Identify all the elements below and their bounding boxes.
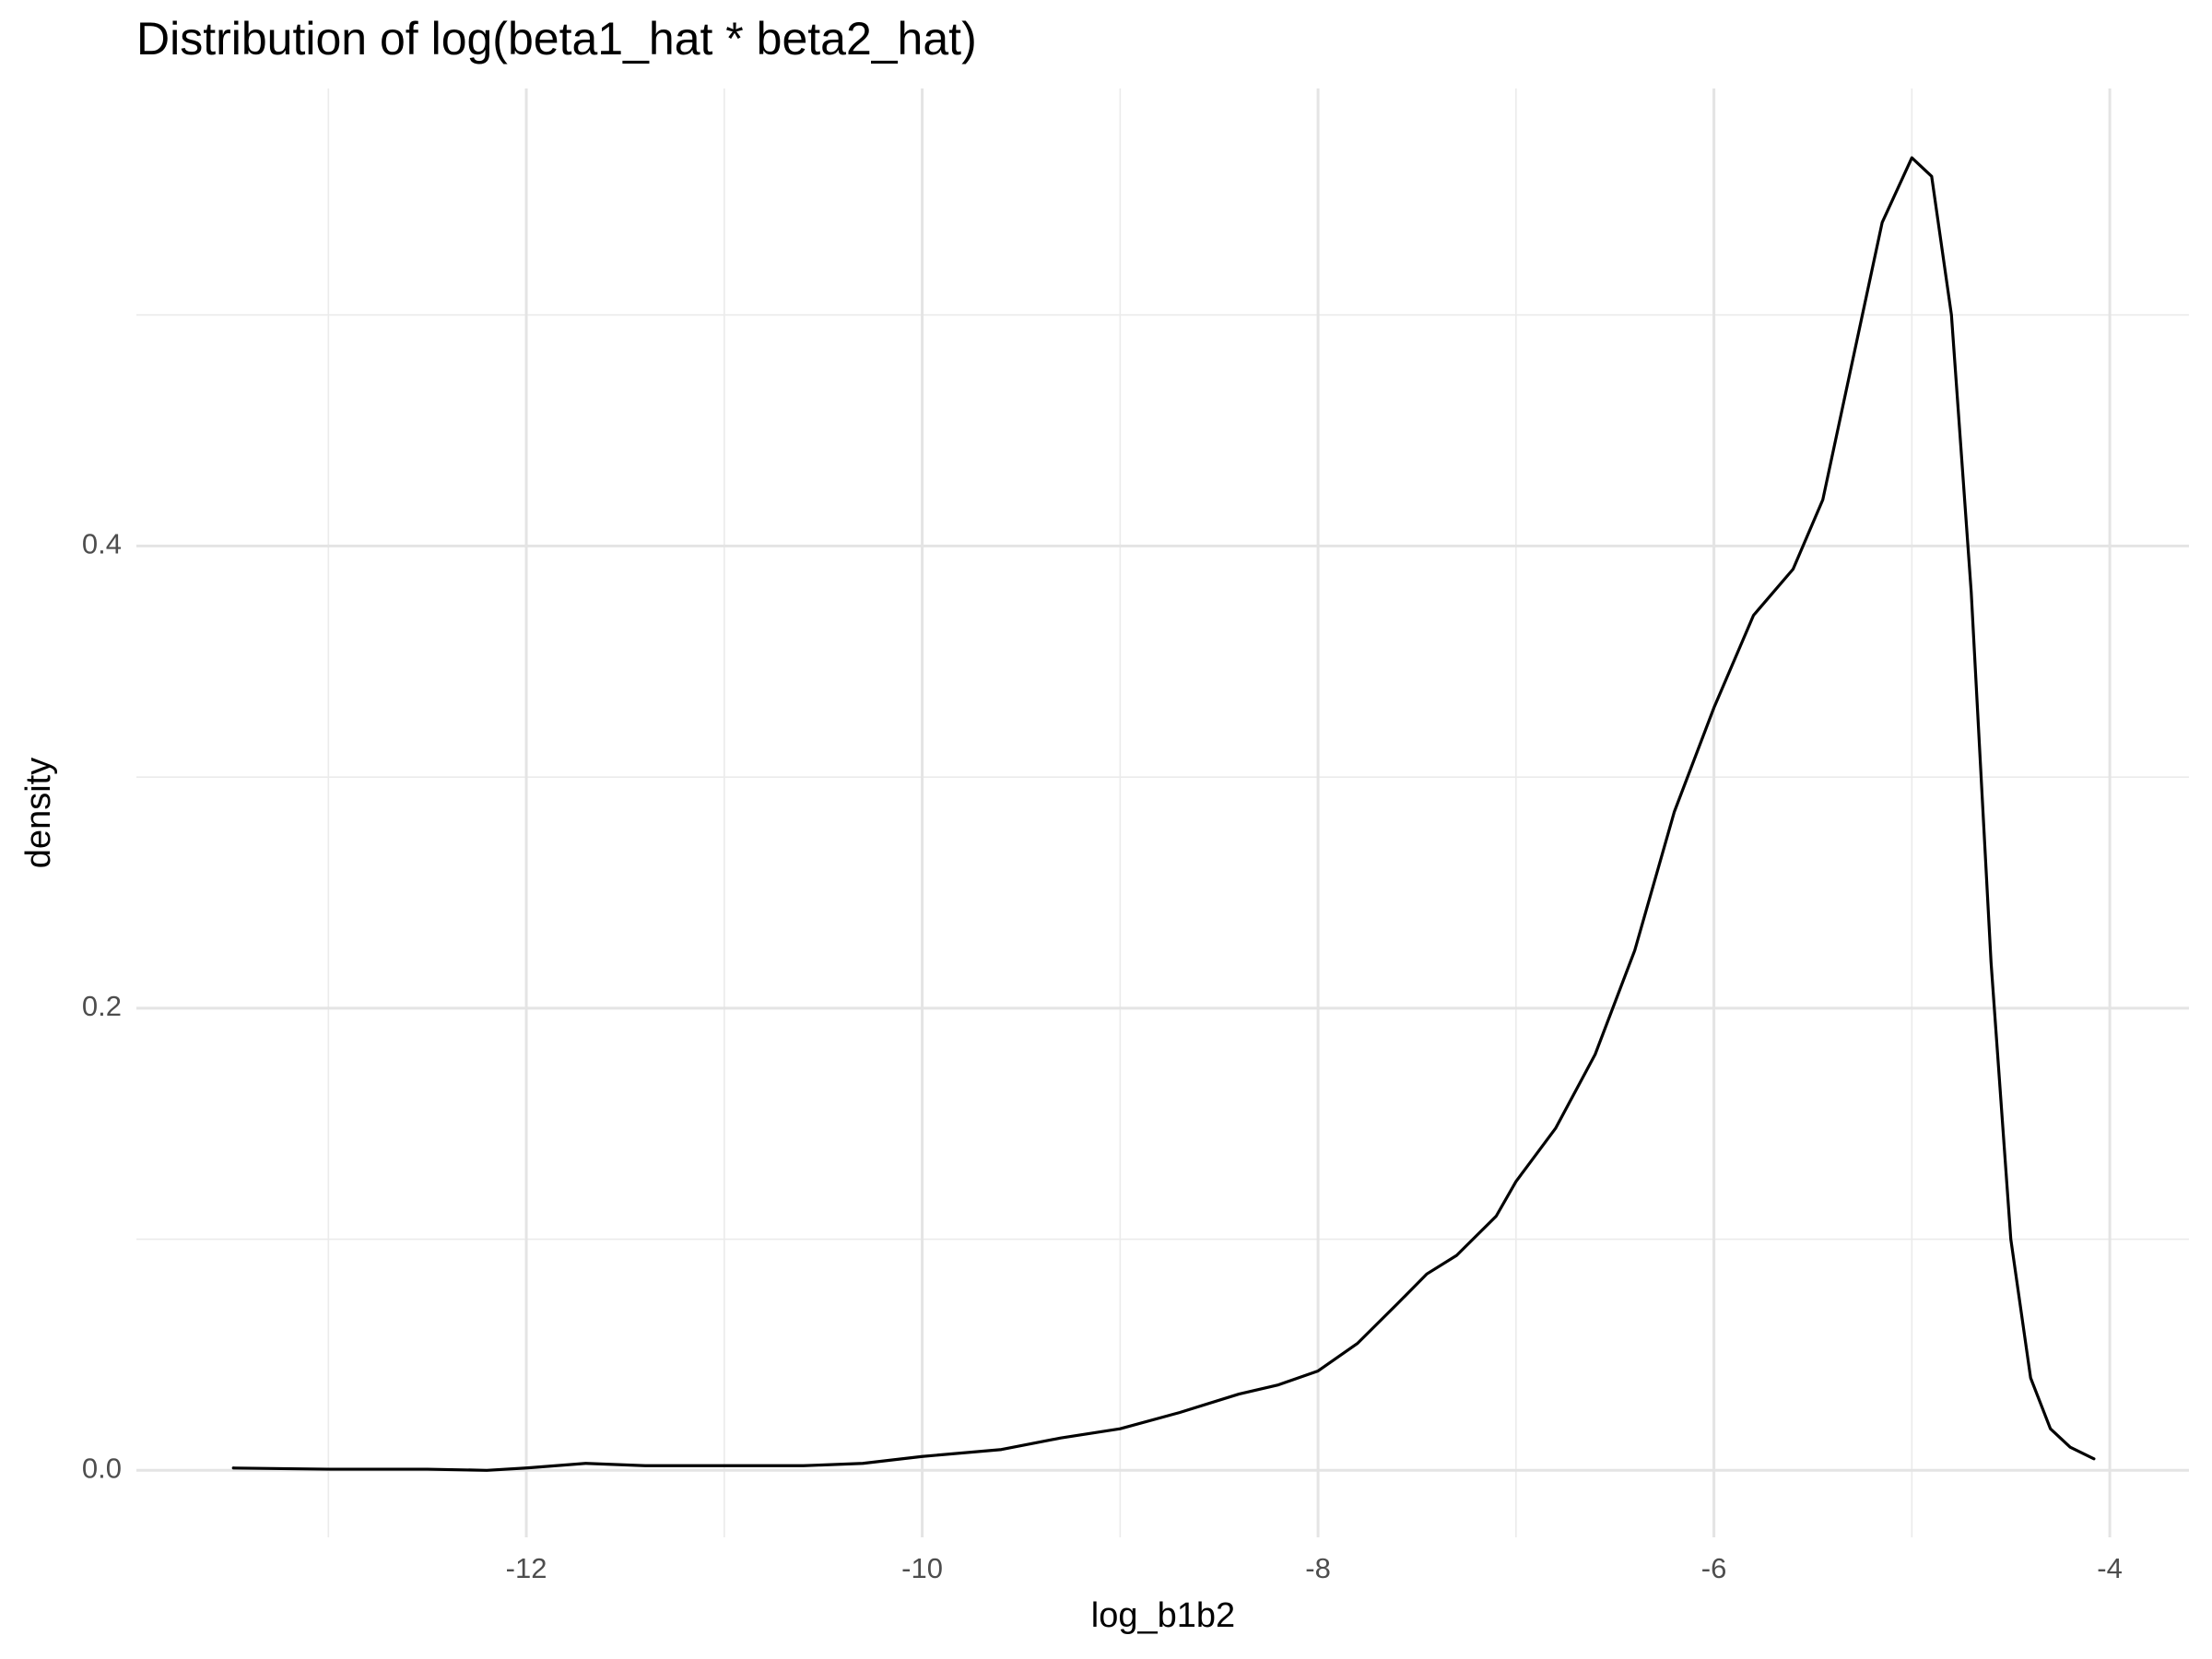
y-tick-label: 0.4 xyxy=(82,528,122,560)
x-tick-label: -4 xyxy=(2097,1552,2123,1584)
y-tick-label: 0.0 xyxy=(82,1452,122,1484)
density-line xyxy=(231,156,2096,1472)
chart-title: Distribution of log(beta1_hat * beta2_ha… xyxy=(136,13,977,65)
y-axis-title: density xyxy=(19,758,58,868)
x-axis-title: log_b1b2 xyxy=(1091,1596,1235,1635)
y-tick-label: 0.2 xyxy=(82,990,122,1022)
x-tick-label: -12 xyxy=(506,1552,547,1584)
x-tick-label: -8 xyxy=(1305,1552,1331,1584)
x-tick-label: -10 xyxy=(901,1552,943,1584)
x-tick-label: -6 xyxy=(1701,1552,1727,1584)
